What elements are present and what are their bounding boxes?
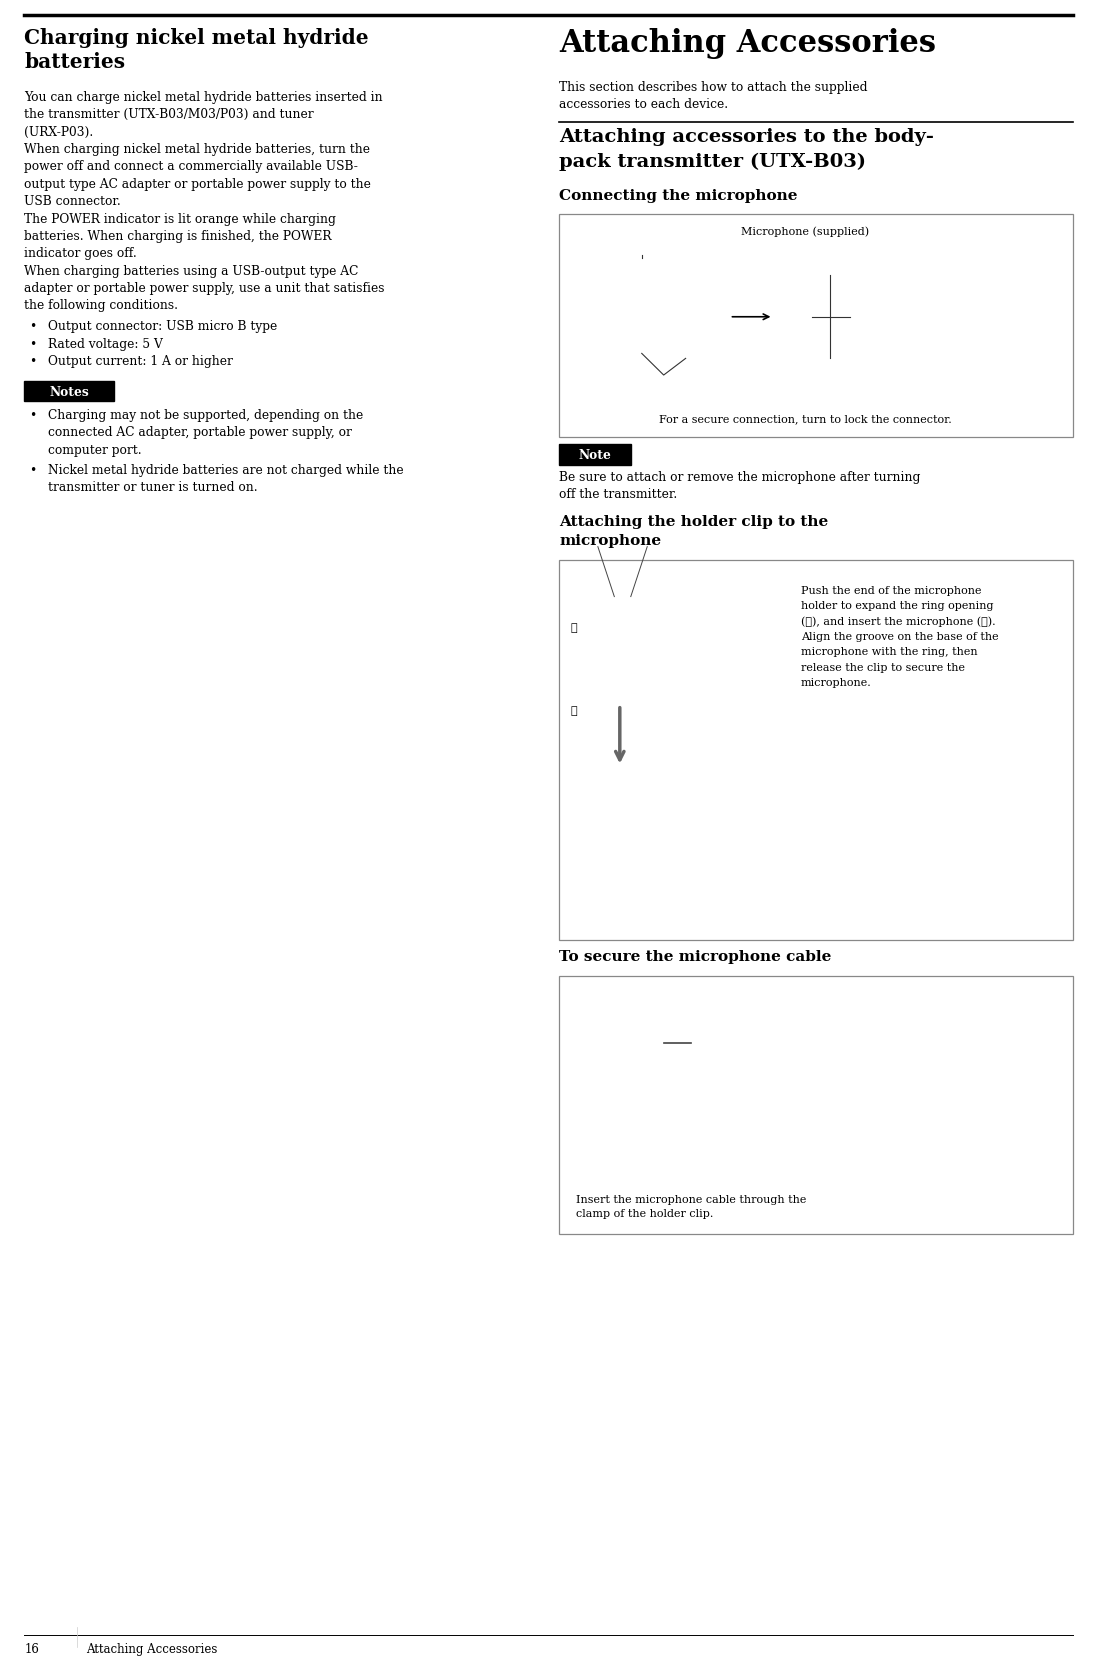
Text: Align the groove on the base of the: Align the groove on the base of the: [801, 632, 998, 642]
Text: Push the end of the microphone: Push the end of the microphone: [801, 586, 982, 596]
Text: This section describes how to attach the supplied
accessories to each device.: This section describes how to attach the…: [559, 82, 868, 111]
Text: •: •: [30, 409, 37, 423]
FancyBboxPatch shape: [559, 977, 1073, 1235]
Text: You can charge nickel metal hydride batteries inserted in
the transmitter (UTX-B: You can charge nickel metal hydride batt…: [24, 92, 383, 138]
Text: microphone.: microphone.: [801, 677, 871, 687]
Text: batteries: batteries: [24, 53, 125, 73]
Circle shape: [592, 701, 632, 760]
Text: To secure the microphone cable: To secure the microphone cable: [559, 950, 832, 963]
Text: pack transmitter (UTX-B03): pack transmitter (UTX-B03): [559, 151, 867, 170]
Text: Attaching Accessories: Attaching Accessories: [559, 28, 937, 60]
Text: microphone with the ring, then: microphone with the ring, then: [801, 647, 977, 657]
FancyBboxPatch shape: [633, 288, 651, 354]
Text: When charging batteries using a USB-output type AC
adapter or portable power sup: When charging batteries using a USB-outp…: [24, 265, 385, 311]
Text: When charging nickel metal hydride batteries, turn the
power off and connect a c: When charging nickel metal hydride batte…: [24, 143, 371, 208]
Text: Attaching Accessories: Attaching Accessories: [86, 1642, 217, 1656]
Text: •: •: [30, 354, 37, 368]
Text: •: •: [30, 338, 37, 351]
FancyBboxPatch shape: [559, 561, 1073, 940]
Text: Be sure to attach or remove the microphone after turning
off the transmitter.: Be sure to attach or remove the micropho…: [559, 471, 920, 501]
Text: •: •: [30, 463, 37, 476]
Text: Insert the microphone cable through the
clamp of the holder clip.: Insert the microphone cable through the …: [576, 1195, 806, 1218]
Text: Output current: 1 A or higher: Output current: 1 A or higher: [48, 354, 234, 368]
FancyBboxPatch shape: [583, 709, 652, 789]
Text: For a secure connection, turn to lock the connector.: For a secure connection, turn to lock th…: [659, 414, 951, 424]
Text: 16: 16: [24, 1642, 39, 1656]
FancyBboxPatch shape: [588, 785, 657, 835]
Text: Nickel metal hydride batteries are not charged while the
transmitter or tuner is: Nickel metal hydride batteries are not c…: [48, 463, 404, 494]
Text: Rated voltage: 5 V: Rated voltage: 5 V: [48, 338, 163, 351]
FancyBboxPatch shape: [588, 707, 657, 762]
FancyBboxPatch shape: [781, 246, 881, 406]
Text: (①), and insert the microphone (②).: (①), and insert the microphone (②).: [801, 616, 995, 627]
FancyBboxPatch shape: [644, 997, 675, 1082]
FancyBboxPatch shape: [24, 383, 114, 401]
FancyBboxPatch shape: [559, 444, 631, 466]
Text: •: •: [30, 319, 37, 333]
FancyBboxPatch shape: [588, 591, 657, 684]
Text: holder to expand the ring opening: holder to expand the ring opening: [801, 601, 993, 611]
Text: Microphone (supplied): Microphone (supplied): [742, 226, 869, 236]
FancyBboxPatch shape: [559, 215, 1073, 438]
Text: Connecting the microphone: Connecting the microphone: [559, 188, 798, 203]
Text: Attaching the holder clip to the: Attaching the holder clip to the: [559, 514, 828, 529]
Text: Charging may not be supported, depending on the
connected AC adapter, portable p: Charging may not be supported, depending…: [48, 409, 363, 456]
Text: microphone: microphone: [559, 534, 661, 547]
FancyBboxPatch shape: [808, 1013, 952, 1148]
Text: The POWER indicator is lit orange while charging
batteries. When charging is fin: The POWER indicator is lit orange while …: [24, 213, 336, 260]
Text: release the clip to secure the: release the clip to secure the: [801, 662, 964, 672]
Text: Charging nickel metal hydride: Charging nickel metal hydride: [24, 28, 369, 48]
Text: Note: Note: [579, 449, 611, 461]
Text: Output connector: USB micro B type: Output connector: USB micro B type: [48, 319, 278, 333]
FancyBboxPatch shape: [680, 354, 693, 368]
Text: ②: ②: [570, 706, 577, 716]
Text: ①: ①: [570, 622, 577, 632]
Text: Notes: Notes: [49, 386, 89, 398]
Text: Attaching accessories to the body-: Attaching accessories to the body-: [559, 128, 935, 146]
